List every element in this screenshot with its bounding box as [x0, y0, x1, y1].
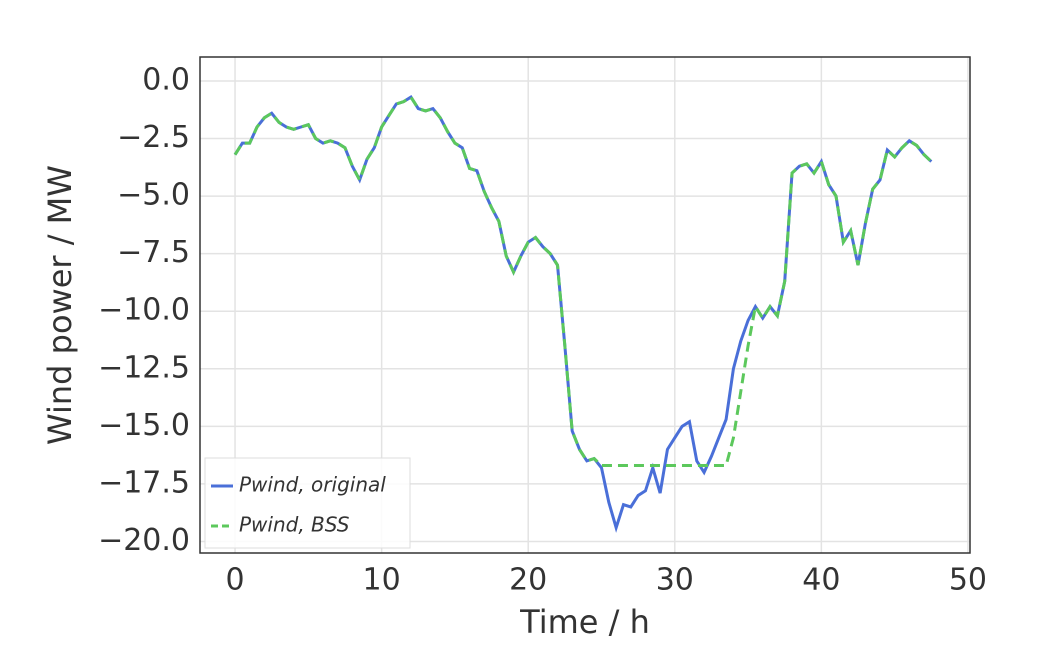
legend-box: [204, 457, 411, 549]
legend-label: Pwind, original: [239, 473, 386, 497]
legend-label: Pwind, BSS: [239, 513, 350, 537]
y-tick-label: −5.0: [117, 178, 190, 213]
x-tick-label: 0: [225, 563, 244, 598]
x-tick-label: 50: [949, 563, 987, 598]
y-tick-label: −10.0: [98, 293, 190, 328]
y-tick-label: −7.5: [117, 235, 190, 270]
x-tick-label: 30: [656, 563, 694, 598]
plot-frame: [199, 56, 971, 554]
x-axis-label: Time / h: [519, 603, 650, 641]
y-tick-label: 0.0: [142, 62, 190, 97]
data-line: [233, 95, 933, 467]
y-tick-label: −12.5: [98, 350, 190, 385]
x-tick-label: 10: [363, 563, 401, 598]
x-tick-label: 40: [802, 563, 840, 598]
y-axis-label: Wind power / MW: [41, 165, 79, 445]
x-tick-label: 20: [509, 563, 547, 598]
y-tick-label: −15.0: [98, 408, 190, 443]
y-tick-label: −17.5: [98, 465, 190, 500]
y-tick-label: −2.5: [117, 120, 190, 155]
y-tick-label: −20.0: [98, 523, 190, 558]
